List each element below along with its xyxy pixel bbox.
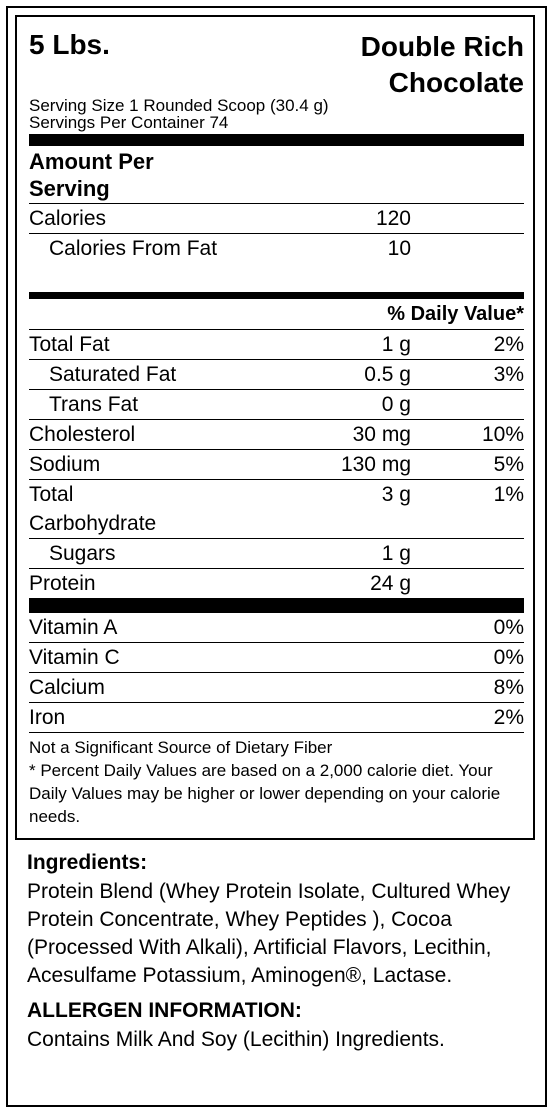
divider-medium	[29, 292, 524, 299]
nutrient-row: Sodium 130 mg 5%	[29, 450, 524, 480]
nutrient-amount: 0.5 g	[364, 363, 411, 386]
nutrient-label: Sugars	[49, 542, 116, 565]
flavor-line-1: Double Rich	[360, 31, 524, 62]
nutrient-daily-value: 10%	[481, 423, 524, 446]
label-header: 5 Lbs. Double Rich Chocolate	[29, 17, 524, 98]
vitamin-label: Calcium	[29, 676, 105, 699]
vitamin-daily-value: 2%	[493, 706, 524, 729]
percent-daily-value-note: * Percent Daily Values are based on a 2,…	[29, 761, 501, 826]
vitamin-row: Vitamin A 0%	[29, 613, 524, 643]
nutrient-amount: 24 g	[370, 572, 411, 595]
nutrient-label: Trans Fat	[49, 393, 139, 416]
flavor-line-2: Chocolate	[388, 67, 524, 98]
fiber-note: Not a Significant Source of Dietary Fibe…	[29, 738, 333, 757]
nutrient-amount: 1 g	[381, 542, 411, 565]
vitamin-row: Calcium 8%	[29, 673, 524, 703]
nutrient-row: Total Fat 1 g 2%	[29, 330, 524, 360]
nutrient-row: Protein 24 g	[29, 569, 524, 598]
vitamin-label: Vitamin C	[29, 646, 120, 669]
vitamin-label: Iron	[29, 706, 66, 729]
daily-value-header: % Daily Value*	[29, 299, 524, 330]
vitamin-daily-value: 0%	[493, 646, 524, 669]
ingredients-text: Protein Blend (Whey Protein Isolate, Cul…	[27, 880, 511, 987]
vitamin-daily-value: 0%	[493, 616, 524, 639]
servings-per-container: Servings Per Container 74	[29, 113, 229, 132]
nutrient-amount: 0 g	[381, 393, 411, 416]
allergen-text: Contains Milk And Soy (Lecithin) Ingredi…	[27, 1028, 445, 1051]
amount-per-serving-heading: Amount Per Serving	[29, 146, 524, 204]
vitamin-row: Iron 2%	[29, 703, 524, 733]
vitamin-daily-value: 8%	[493, 676, 524, 699]
nutrient-row: Cholesterol 30 mg 10%	[29, 420, 524, 450]
nutrient-daily-value: 2%	[493, 333, 524, 356]
calories-from-fat-label: Calories From Fat	[49, 237, 218, 260]
nutrient-row: Sugars 1 g	[29, 539, 524, 569]
calories-value: 120	[375, 207, 411, 230]
allergen-title: ALLERGEN INFORMATION:	[27, 999, 302, 1022]
nutrient-label: Total Fat	[29, 333, 110, 356]
nutrient-label: Cholesterol	[29, 423, 136, 446]
ingredients-title: Ingredients:	[27, 851, 148, 874]
nutrient-label: Sodium	[29, 453, 101, 476]
divider-thick	[29, 598, 524, 613]
footnotes: Not a Significant Source of Dietary Fibe…	[29, 733, 524, 828]
nutrient-label: Total Carbohydrate	[29, 483, 157, 535]
nutrient-daily-value: 5%	[493, 453, 524, 476]
calories-from-fat-row: Calories From Fat 10	[29, 234, 524, 292]
nutrient-daily-value: 3%	[493, 363, 524, 386]
nutrient-label: Saturated Fat	[49, 363, 177, 386]
nutrient-row: Trans Fat 0 g	[29, 390, 524, 420]
label-outer-border	[6, 6, 547, 1107]
nutrient-amount: 30 mg	[352, 423, 411, 446]
vitamin-row: Vitamin C 0%	[29, 643, 524, 673]
nutrition-facts-panel: 5 Lbs. Double Rich Chocolate Serving Siz…	[15, 15, 535, 840]
nutrient-amount: 3 g	[381, 483, 411, 506]
vitamin-label: Vitamin A	[29, 616, 118, 639]
nutrient-daily-value: 1%	[493, 483, 524, 506]
divider-thick	[29, 134, 524, 146]
calories-label: Calories	[29, 207, 107, 230]
nutrient-row: Saturated Fat 0.5 g 3%	[29, 360, 524, 390]
nutrient-label: Protein	[29, 572, 96, 595]
nutrient-amount: 130 mg	[340, 453, 411, 476]
net-weight: 5 Lbs.	[29, 29, 110, 60]
nutrient-amount: 1 g	[381, 333, 411, 356]
flavor-name: Double Rich Chocolate	[264, 29, 524, 101]
calories-from-fat-value: 10	[387, 237, 411, 260]
calories-row: Calories 120	[29, 204, 524, 234]
nutrient-row: Total Carbohydrate 3 g 1%	[29, 480, 524, 539]
serving-size: Serving Size 1 Rounded Scoop (30.4 g)	[29, 96, 329, 115]
ingredients-section: Ingredients: Protein Blend (Whey Protein…	[27, 848, 527, 1054]
